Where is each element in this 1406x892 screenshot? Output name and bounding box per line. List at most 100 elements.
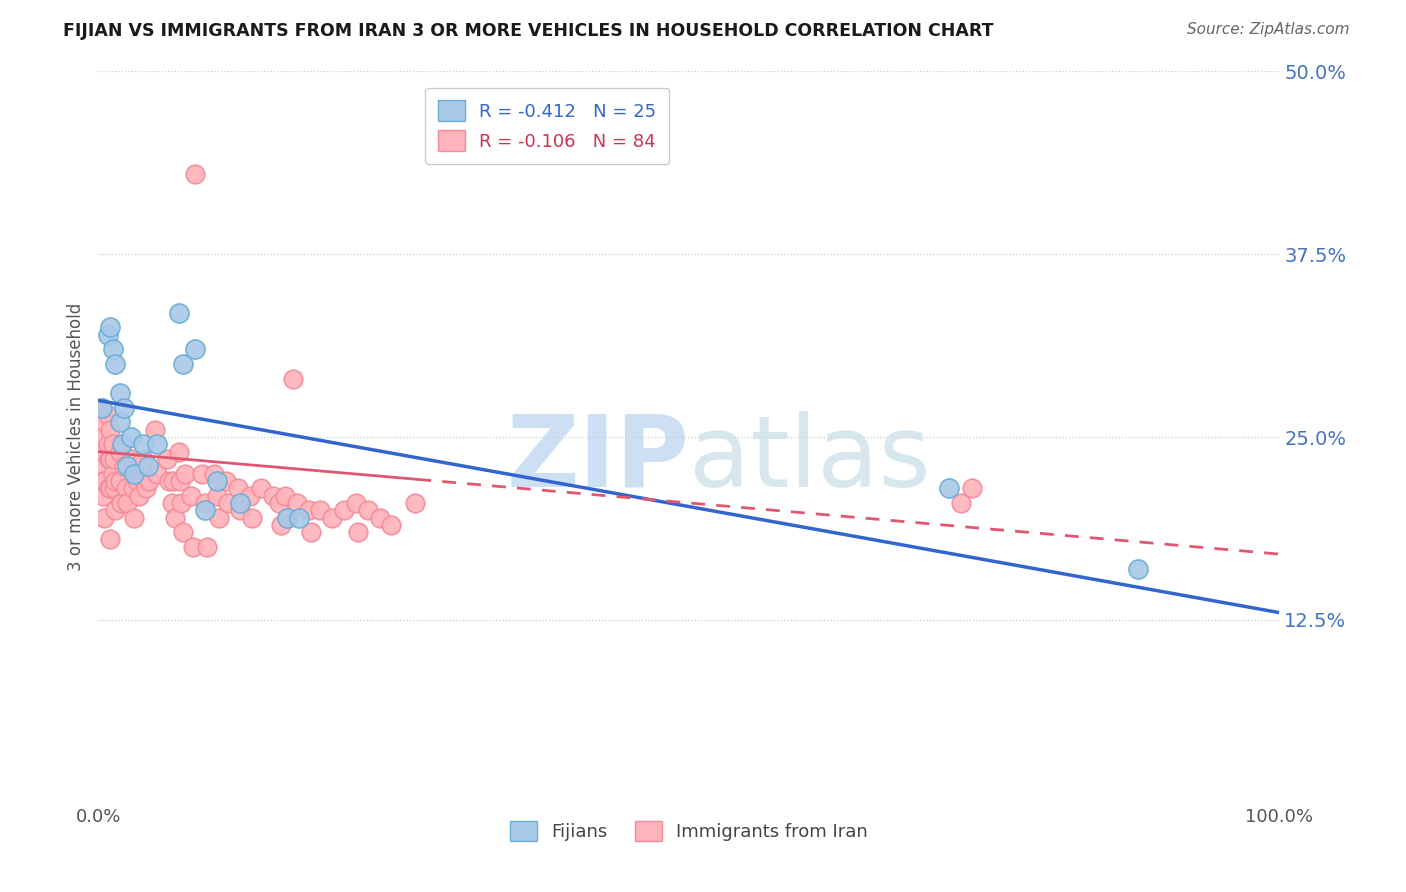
Point	[93, 444, 115, 458]
Point	[368, 510, 391, 524]
Point	[169, 474, 191, 488]
Point	[229, 496, 252, 510]
Point	[115, 496, 138, 510]
Point	[208, 510, 231, 524]
Point	[108, 416, 131, 430]
Point	[108, 386, 131, 401]
Point	[98, 481, 121, 495]
Point	[240, 510, 263, 524]
Point	[172, 357, 194, 371]
Point	[108, 474, 131, 488]
Point	[404, 496, 426, 510]
Text: Source: ZipAtlas.com: Source: ZipAtlas.com	[1187, 22, 1350, 37]
Point	[128, 489, 150, 503]
Point	[184, 343, 207, 357]
Point	[108, 444, 131, 458]
Point	[97, 327, 120, 342]
Point	[285, 496, 308, 510]
Point	[104, 474, 127, 488]
Point	[91, 401, 114, 415]
Point	[173, 467, 195, 481]
Point	[146, 467, 169, 481]
Point	[111, 437, 134, 451]
Point	[93, 510, 115, 524]
Point	[298, 503, 321, 517]
Point	[122, 510, 145, 524]
Point	[93, 474, 115, 488]
Point	[103, 481, 125, 495]
Point	[288, 510, 311, 524]
Point	[344, 496, 367, 510]
Point	[194, 503, 217, 517]
Point	[101, 343, 124, 357]
Point	[112, 459, 135, 474]
Point	[276, 510, 298, 524]
Text: ZIP: ZIP	[506, 410, 689, 508]
Point	[110, 496, 132, 510]
Point	[136, 459, 159, 474]
Point	[91, 459, 114, 474]
Point	[98, 423, 121, 437]
Point	[98, 481, 121, 495]
Point	[121, 430, 143, 444]
Point	[229, 503, 252, 517]
Point	[347, 525, 370, 540]
Point	[138, 474, 160, 488]
Point	[91, 430, 114, 444]
Point	[91, 474, 114, 488]
Point	[134, 474, 156, 488]
Point	[135, 481, 157, 495]
Point	[167, 306, 190, 320]
Point	[276, 510, 298, 524]
Point	[165, 510, 187, 524]
Point	[115, 459, 138, 474]
Point	[217, 496, 239, 510]
Point	[157, 474, 180, 488]
Point	[97, 437, 120, 451]
Point	[274, 489, 297, 503]
Point	[93, 416, 115, 430]
Point	[202, 467, 225, 481]
Point	[172, 525, 194, 540]
Point	[226, 481, 249, 495]
Point	[162, 474, 184, 488]
Point	[184, 167, 207, 181]
Point	[309, 503, 332, 517]
Point	[114, 481, 136, 495]
Point	[1126, 562, 1149, 576]
Point	[91, 489, 114, 503]
Point	[98, 320, 121, 334]
Point	[333, 503, 356, 517]
Point	[121, 452, 143, 467]
Point	[269, 496, 291, 510]
Point	[103, 452, 125, 467]
Point	[101, 437, 124, 451]
Point	[205, 489, 228, 503]
Point	[160, 496, 183, 510]
Point	[97, 408, 120, 422]
Point	[91, 401, 114, 415]
Point	[146, 437, 169, 451]
Point	[962, 481, 984, 495]
Point	[180, 489, 202, 503]
Point	[270, 517, 292, 532]
Point	[132, 452, 155, 467]
Point	[205, 474, 228, 488]
Point	[321, 510, 343, 524]
Point	[122, 467, 145, 481]
Text: FIJIAN VS IMMIGRANTS FROM IRAN 3 OR MORE VEHICLES IN HOUSEHOLD CORRELATION CHART: FIJIAN VS IMMIGRANTS FROM IRAN 3 OR MORE…	[63, 22, 994, 40]
Point	[250, 481, 273, 495]
Point	[167, 444, 190, 458]
Text: atlas: atlas	[689, 410, 931, 508]
Point	[98, 452, 121, 467]
Point	[949, 496, 972, 510]
Point	[262, 489, 284, 503]
Point	[195, 540, 218, 554]
Point	[132, 437, 155, 451]
Point	[239, 489, 262, 503]
Point	[104, 357, 127, 371]
Point	[143, 423, 166, 437]
Point	[127, 474, 149, 488]
Point	[101, 467, 124, 481]
Point	[104, 503, 127, 517]
